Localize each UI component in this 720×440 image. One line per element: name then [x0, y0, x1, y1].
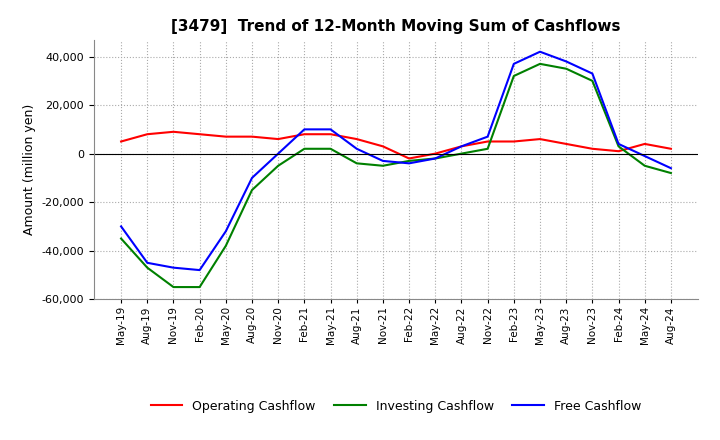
Operating Cashflow	[117, 139, 125, 144]
Free Cashflow	[143, 260, 152, 265]
Line: Operating Cashflow: Operating Cashflow	[121, 132, 671, 158]
Free Cashflow	[614, 141, 623, 147]
Investing Cashflow	[169, 284, 178, 290]
Line: Investing Cashflow: Investing Cashflow	[121, 64, 671, 287]
Operating Cashflow	[588, 146, 597, 151]
Line: Free Cashflow: Free Cashflow	[121, 52, 671, 270]
Free Cashflow	[274, 151, 282, 156]
Investing Cashflow	[143, 265, 152, 270]
Operating Cashflow	[222, 134, 230, 139]
Operating Cashflow	[405, 156, 413, 161]
Free Cashflow	[326, 127, 335, 132]
Operating Cashflow	[326, 132, 335, 137]
Free Cashflow	[640, 154, 649, 159]
Investing Cashflow	[405, 158, 413, 164]
Free Cashflow	[379, 158, 387, 164]
Legend: Operating Cashflow, Investing Cashflow, Free Cashflow: Operating Cashflow, Investing Cashflow, …	[146, 395, 646, 418]
Free Cashflow	[457, 144, 466, 149]
Operating Cashflow	[536, 136, 544, 142]
Free Cashflow	[169, 265, 178, 270]
Free Cashflow	[195, 268, 204, 273]
Free Cashflow	[405, 161, 413, 166]
Free Cashflow	[588, 71, 597, 76]
Y-axis label: Amount (million yen): Amount (million yen)	[23, 104, 36, 235]
Free Cashflow	[300, 127, 309, 132]
Free Cashflow	[248, 175, 256, 180]
Investing Cashflow	[222, 243, 230, 249]
Free Cashflow	[562, 59, 570, 64]
Investing Cashflow	[195, 284, 204, 290]
Investing Cashflow	[300, 146, 309, 151]
Free Cashflow	[667, 165, 675, 171]
Operating Cashflow	[510, 139, 518, 144]
Free Cashflow	[222, 229, 230, 234]
Investing Cashflow	[379, 163, 387, 169]
Investing Cashflow	[588, 78, 597, 84]
Free Cashflow	[483, 134, 492, 139]
Investing Cashflow	[274, 163, 282, 169]
Investing Cashflow	[248, 187, 256, 193]
Operating Cashflow	[614, 149, 623, 154]
Free Cashflow	[352, 146, 361, 151]
Free Cashflow	[536, 49, 544, 55]
Operating Cashflow	[169, 129, 178, 135]
Operating Cashflow	[379, 144, 387, 149]
Free Cashflow	[510, 61, 518, 66]
Operating Cashflow	[667, 146, 675, 151]
Investing Cashflow	[117, 236, 125, 241]
Operating Cashflow	[300, 132, 309, 137]
Investing Cashflow	[326, 146, 335, 151]
Investing Cashflow	[483, 146, 492, 151]
Free Cashflow	[431, 156, 440, 161]
Operating Cashflow	[640, 141, 649, 147]
Free Cashflow	[117, 224, 125, 229]
Title: [3479]  Trend of 12-Month Moving Sum of Cashflows: [3479] Trend of 12-Month Moving Sum of C…	[171, 19, 621, 34]
Operating Cashflow	[195, 132, 204, 137]
Operating Cashflow	[431, 151, 440, 156]
Investing Cashflow	[510, 73, 518, 79]
Operating Cashflow	[457, 144, 466, 149]
Investing Cashflow	[562, 66, 570, 71]
Investing Cashflow	[667, 170, 675, 176]
Investing Cashflow	[536, 61, 544, 66]
Operating Cashflow	[143, 132, 152, 137]
Operating Cashflow	[248, 134, 256, 139]
Operating Cashflow	[274, 136, 282, 142]
Investing Cashflow	[640, 163, 649, 169]
Investing Cashflow	[431, 156, 440, 161]
Operating Cashflow	[483, 139, 492, 144]
Operating Cashflow	[562, 141, 570, 147]
Investing Cashflow	[614, 144, 623, 149]
Investing Cashflow	[457, 151, 466, 156]
Operating Cashflow	[352, 136, 361, 142]
Investing Cashflow	[352, 161, 361, 166]
